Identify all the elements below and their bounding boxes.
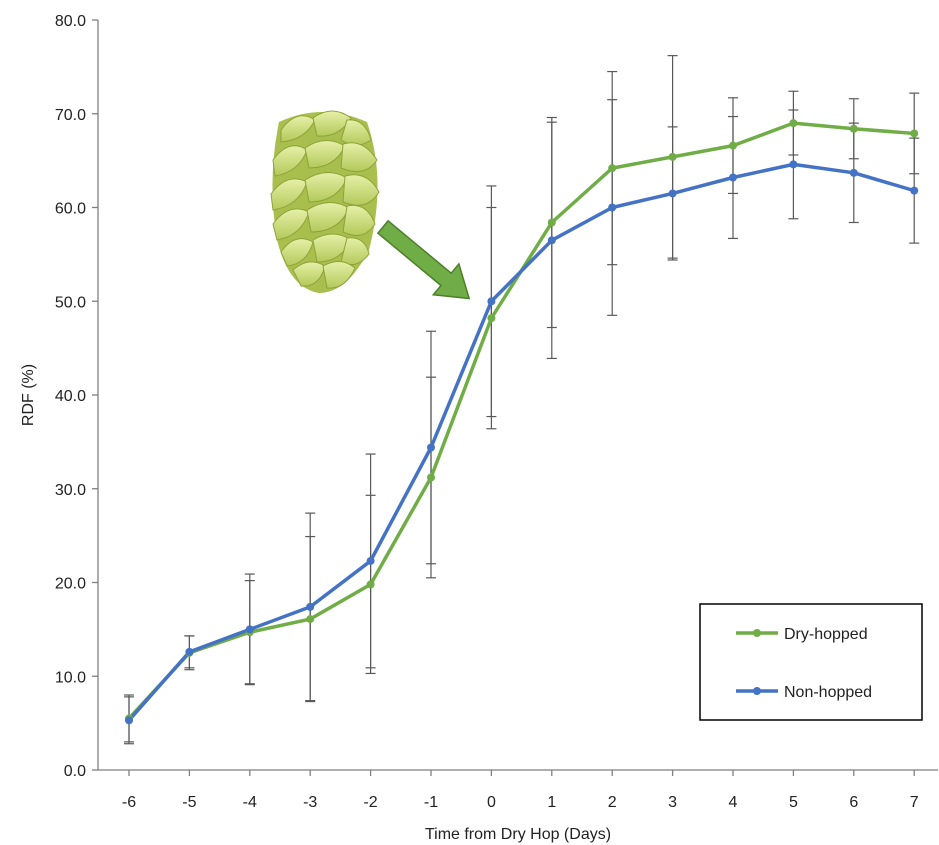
data-point-non-hopped bbox=[427, 443, 435, 452]
y-tick-label: 10.0 bbox=[55, 669, 86, 686]
data-point-non-hopped bbox=[245, 625, 254, 634]
x-tick-label: 1 bbox=[547, 794, 556, 811]
data-point-non-hopped bbox=[487, 297, 496, 306]
y-tick-label: 20.0 bbox=[55, 576, 86, 593]
data-point-non-hopped bbox=[306, 602, 315, 611]
x-tick-label: -4 bbox=[243, 794, 257, 811]
legend-marker-dry-hopped bbox=[753, 629, 761, 637]
error-bars bbox=[124, 55, 920, 745]
x-tick-label: 5 bbox=[789, 794, 798, 811]
y-tick-label: 30.0 bbox=[55, 482, 86, 499]
data-point-dry-hopped bbox=[910, 129, 919, 138]
x-tick-label: 4 bbox=[729, 794, 738, 811]
data-point-non-hopped bbox=[608, 203, 617, 212]
y-tick-label: 40.0 bbox=[55, 388, 86, 405]
data-point-non-hopped bbox=[910, 186, 919, 195]
data-point-dry-hopped bbox=[306, 615, 315, 624]
data-point-non-hopped bbox=[849, 168, 858, 177]
data-point-non-hopped bbox=[668, 189, 677, 198]
y-tick-label: 80.0 bbox=[55, 13, 86, 30]
x-tick-label: 2 bbox=[608, 794, 617, 811]
data-point-non-hopped bbox=[729, 173, 737, 182]
hop-cone-image bbox=[270, 110, 380, 293]
x-tick-label: 0 bbox=[487, 794, 496, 811]
x-tick-label: -6 bbox=[122, 794, 136, 811]
data-point-dry-hopped bbox=[729, 141, 737, 150]
series-lines bbox=[127, 121, 915, 722]
x-tick-label: 6 bbox=[849, 794, 858, 811]
x-tick-label: -1 bbox=[424, 794, 438, 811]
x-tick-label: 3 bbox=[668, 794, 677, 811]
x-axis-title: Time from Dry Hop (Days) bbox=[425, 826, 611, 843]
legend: Dry-hopped Non-hopped bbox=[699, 603, 923, 721]
data-point-dry-hopped bbox=[849, 124, 858, 133]
data-point-dry-hopped bbox=[668, 152, 677, 161]
data-point-non-hopped bbox=[789, 160, 798, 169]
data-point-dry-hopped bbox=[608, 164, 617, 173]
x-tick-label: -5 bbox=[182, 794, 196, 811]
y-axis-ticks: 0.0 10.0 20.0 30.0 40.0 50.0 60.0 70.0 80.0 bbox=[55, 13, 98, 780]
data-point-non-hopped bbox=[185, 647, 194, 656]
dry-hop-arrow bbox=[376, 219, 471, 300]
data-point-dry-hopped bbox=[366, 580, 375, 589]
data-point-dry-hopped bbox=[427, 473, 435, 482]
legend-marker-non-hopped bbox=[753, 687, 761, 695]
legend-box bbox=[699, 603, 923, 721]
legend-label-non-hopped: Non-hopped bbox=[784, 684, 872, 701]
data-point-non-hopped bbox=[125, 716, 133, 725]
y-tick-label: 60.0 bbox=[55, 201, 86, 218]
series-line-non-hopped bbox=[127, 162, 915, 722]
series-points bbox=[125, 119, 919, 725]
data-point-non-hopped bbox=[366, 556, 375, 565]
y-tick-label: 0.0 bbox=[64, 763, 86, 780]
x-axis-ticks: -6 -5 -4 -3 -2 -1 0 1 2 3 4 5 6 7 bbox=[122, 770, 919, 811]
data-point-non-hopped bbox=[547, 236, 556, 245]
x-tick-label: -3 bbox=[303, 794, 317, 811]
x-tick-label: 7 bbox=[910, 794, 919, 811]
y-tick-label: 50.0 bbox=[55, 294, 86, 311]
data-point-dry-hopped bbox=[487, 314, 496, 323]
data-point-dry-hopped bbox=[789, 119, 798, 128]
data-point-dry-hopped bbox=[547, 218, 556, 227]
legend-label-dry-hopped: Dry-hopped bbox=[784, 626, 868, 643]
y-axis-title: RDF (%) bbox=[20, 364, 37, 426]
x-tick-label: -2 bbox=[363, 794, 377, 811]
y-tick-label: 70.0 bbox=[55, 107, 86, 124]
